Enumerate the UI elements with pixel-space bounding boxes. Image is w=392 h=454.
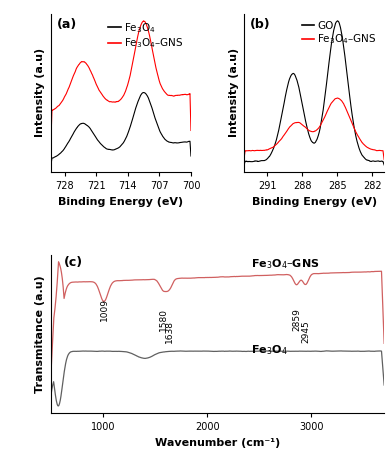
X-axis label: Binding Energy (eV): Binding Energy (eV) xyxy=(58,197,183,207)
Text: 2945: 2945 xyxy=(301,321,310,343)
Text: 2859: 2859 xyxy=(292,308,301,331)
Text: 1638: 1638 xyxy=(165,321,174,343)
Text: Fe$_3$O$_4$: Fe$_3$O$_4$ xyxy=(251,343,287,357)
Y-axis label: Transmitance (a.u): Transmitance (a.u) xyxy=(35,275,45,393)
Text: 1580: 1580 xyxy=(159,308,168,331)
Y-axis label: Intensity (a.u): Intensity (a.u) xyxy=(229,48,239,138)
Legend: GO, Fe$_3$O$_4$–GNS: GO, Fe$_3$O$_4$–GNS xyxy=(299,19,379,49)
Text: (c): (c) xyxy=(64,256,83,269)
Text: Fe$_3$O$_4$–GNS: Fe$_3$O$_4$–GNS xyxy=(251,257,319,271)
X-axis label: Binding Energy (eV): Binding Energy (eV) xyxy=(252,197,377,207)
Legend: Fe$_3$O$_4$, Fe$_3$O$_4$–GNS: Fe$_3$O$_4$, Fe$_3$O$_4$–GNS xyxy=(106,19,186,52)
Text: (a): (a) xyxy=(56,18,77,31)
Y-axis label: Intensity (a.u): Intensity (a.u) xyxy=(35,48,45,138)
Text: (b): (b) xyxy=(250,18,270,31)
Text: 1009: 1009 xyxy=(100,298,109,321)
X-axis label: Wavenumber (cm⁻¹): Wavenumber (cm⁻¹) xyxy=(155,438,280,448)
